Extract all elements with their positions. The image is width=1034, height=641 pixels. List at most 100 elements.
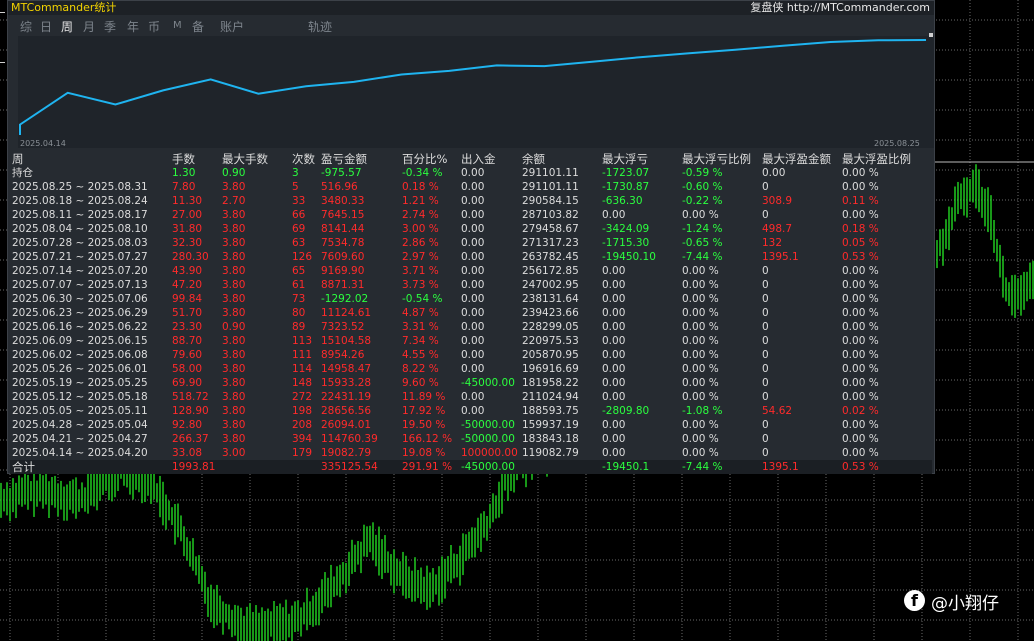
tab-4[interactable]: 季 (104, 20, 117, 34)
max-dd-pct-cell: 0.00 % (682, 419, 719, 431)
max-profit-cell: 0 (762, 181, 769, 193)
table-row[interactable]: 2025.06.16 ~ 2025.06.22 23.30 0.90 89 7323.5… (10, 320, 932, 334)
pnl-cell: -975.57 (321, 167, 362, 179)
column-header[interactable]: 百分比% (402, 152, 448, 166)
table-row[interactable]: 2025.07.28 ~ 2025.08.03 32.30 3.80 63 7534.7… (10, 236, 932, 250)
flow-cell: -45000.00 (461, 377, 515, 389)
period-cell: 2025.05.12 ~ 2025.05.18 (12, 391, 148, 403)
max-dd-pct-cell: -1.08 % (682, 405, 723, 417)
max-dd-pct-cell: 0.00 % (682, 321, 719, 333)
balance-cell: 290584.15 (522, 195, 579, 207)
max-dd-cell: 0.00 (602, 419, 626, 431)
pnl-cell: 28656.56 (321, 405, 372, 417)
max-dd-cell: 0.00 (602, 433, 626, 445)
table-row[interactable]: 2025.08.11 ~ 2025.08.17 27.00 3.80 66 7645.1… (10, 208, 932, 222)
column-header[interactable]: 出入金 (461, 152, 496, 166)
max-profit-pct-cell: 0.00 % (842, 447, 879, 459)
table-row[interactable]: 2025.04.28 ~ 2025.05.04 92.80 3.80 208 26094… (10, 418, 932, 432)
table-row[interactable]: 2025.07.07 ~ 2025.07.13 47.20 3.80 61 8871.3… (10, 278, 932, 292)
period-cell: 2025.05.19 ~ 2025.05.25 (12, 377, 148, 389)
max-lots-cell: 3.80 (222, 433, 246, 445)
table-row[interactable]: 2025.06.02 ~ 2025.06.08 79.60 3.80 111 8954.… (10, 348, 932, 362)
column-header[interactable]: 最大浮亏 (602, 152, 648, 166)
table-row[interactable]: 2025.07.21 ~ 2025.07.27 280.30 3.80 126 7609… (10, 250, 932, 264)
table-row[interactable]: 2025.04.14 ~ 2025.04.20 33.08 3.00 179 19082… (10, 446, 932, 460)
max-dd-cell: 0.00 (602, 447, 626, 459)
table-row[interactable]: 2025.04.21 ~ 2025.04.27 266.37 3.80 394 1147… (10, 432, 932, 446)
column-header[interactable]: 次数 (292, 152, 315, 166)
max-lots-cell: 3.80 (222, 349, 246, 361)
balance-cell: 263782.45 (522, 251, 579, 263)
max-profit-pct-cell: 0.00 % (842, 279, 879, 291)
max-lots-cell: 3.80 (222, 405, 246, 417)
max-dd-cell: 0.00 (602, 265, 626, 277)
count-cell: 111 (292, 349, 313, 361)
table-row[interactable]: 2025.07.14 ~ 2025.07.20 43.90 3.80 65 9169.9… (10, 264, 932, 278)
flow-cell: 0.00 (461, 251, 485, 263)
weekly-stats-table: 周 手数 最大手数 次数 盈亏金额 百分比% 出入金 余额 最大浮亏 最大浮亏比例 最大浮盈金额 最大… (10, 152, 932, 474)
max-dd-pct-cell: 0.00 % (682, 307, 719, 319)
table-row[interactable]: 2025.06.23 ~ 2025.06.29 51.70 3.80 80 11124.… (10, 306, 932, 320)
facebook-icon: f (904, 590, 925, 611)
count-cell: 33 (292, 195, 306, 207)
table-row[interactable]: 2025.08.18 ~ 2025.08.24 11.30 2.70 33 3480.3… (10, 194, 932, 208)
holding-row[interactable]: 持仓 1.30 0.90 3 -975.57 -0.34 % 0.00 291101.11 -1… (10, 166, 932, 180)
equity-curve-chart (18, 36, 934, 148)
tab-8[interactable]: 备 (192, 20, 205, 34)
table-row[interactable]: 2025.05.12 ~ 2025.05.18 518.72 3.80 272 2243… (10, 390, 932, 404)
lots-cell: 1993.81 (170, 460, 220, 474)
total-row[interactable]: 合计 1993.81 335125.54 291.91 % -45000.00 -1945… (10, 460, 932, 474)
table-row[interactable]: 2025.06.09 ~ 2025.06.15 88.70 3.80 113 15104… (10, 334, 932, 348)
table-row[interactable]: 2025.05.19 ~ 2025.05.25 69.90 3.80 148 15933… (10, 376, 932, 390)
tab-track[interactable]: 轨迹 (308, 20, 333, 34)
column-header[interactable]: 最大浮盈金额 (762, 152, 831, 166)
table-row[interactable]: 2025.05.05 ~ 2025.05.11 128.90 3.80 198 2865… (10, 404, 932, 418)
table-row[interactable]: 2025.08.25 ~ 2025.08.31 7.80 3.80 5 516.96 0.… (10, 180, 932, 194)
tab-5[interactable]: 年 (127, 20, 140, 34)
column-header[interactable]: 最大手数 (222, 152, 268, 166)
pnl-cell: 8954.26 (321, 349, 365, 361)
flow-cell: 0.00 (461, 405, 485, 417)
max-profit-pct-cell: 0.00 % (842, 349, 879, 361)
column-header[interactable]: 最大浮亏比例 (682, 152, 751, 166)
max-profit-cell: 0 (762, 377, 769, 389)
replay-link[interactable]: 复盘侠 http://MTCommander.com (750, 1, 930, 14)
max-lots-cell: 3.80 (222, 223, 246, 235)
tab-0[interactable]: 综 (20, 20, 33, 34)
count-cell: 148 (292, 377, 313, 389)
max-lots-cell: 0.90 (222, 167, 246, 179)
tab-7[interactable]: M (173, 20, 182, 31)
flow-cell: 0.00 (461, 349, 485, 361)
count-cell: 69 (292, 223, 306, 235)
tab-1[interactable]: 日 (40, 20, 53, 34)
pct-cell: 3.73 % (402, 279, 439, 291)
column-header[interactable]: 手数 (172, 152, 195, 166)
max-dd-cell: 0.00 (602, 377, 626, 389)
pnl-cell: 335125.54 (319, 460, 400, 474)
tab-2[interactable]: 周 (61, 20, 74, 34)
pct-cell: 4.87 % (402, 307, 439, 319)
max-profit-cell: 1395.1 (760, 460, 840, 474)
balance-cell: 291101.11 (522, 181, 579, 193)
tab-3[interactable]: 月 (83, 20, 96, 34)
flow-cell: 0.00 (461, 279, 485, 291)
pin-icon[interactable] (929, 33, 933, 37)
column-header[interactable]: 盈亏金额 (321, 152, 367, 166)
curve-end-date: 2025.08.25 (874, 139, 920, 148)
max-lots-cell: 0.90 (222, 321, 246, 333)
panel-titlebar[interactable]: MTCommander统计 复盘侠 http://MTCommander.com (8, 1, 934, 15)
table-row[interactable]: 2025.06.30 ~ 2025.07.06 99.84 3.80 73 -1292.… (10, 292, 932, 306)
lots-cell: 79.60 (172, 349, 203, 361)
table-row[interactable]: 2025.05.26 ~ 2025.06.01 58.00 3.80 114 14958… (10, 362, 932, 376)
balance-cell: 279458.67 (522, 223, 579, 235)
column-header[interactable]: 最大浮盈比例 (842, 152, 911, 166)
tab-9[interactable]: 账户 (220, 20, 245, 34)
tab-6[interactable]: 币 (148, 20, 161, 34)
table-row[interactable]: 2025.08.04 ~ 2025.08.10 31.80 3.80 69 8141.4… (10, 222, 932, 236)
flow-cell: 0.00 (461, 265, 485, 277)
column-header[interactable]: 周 (12, 152, 24, 166)
column-header[interactable]: 余额 (522, 152, 545, 166)
max-lots-cell: 3.80 (222, 279, 246, 291)
count-cell: 73 (292, 293, 306, 305)
max-dd-cell: -1723.07 (602, 167, 650, 179)
